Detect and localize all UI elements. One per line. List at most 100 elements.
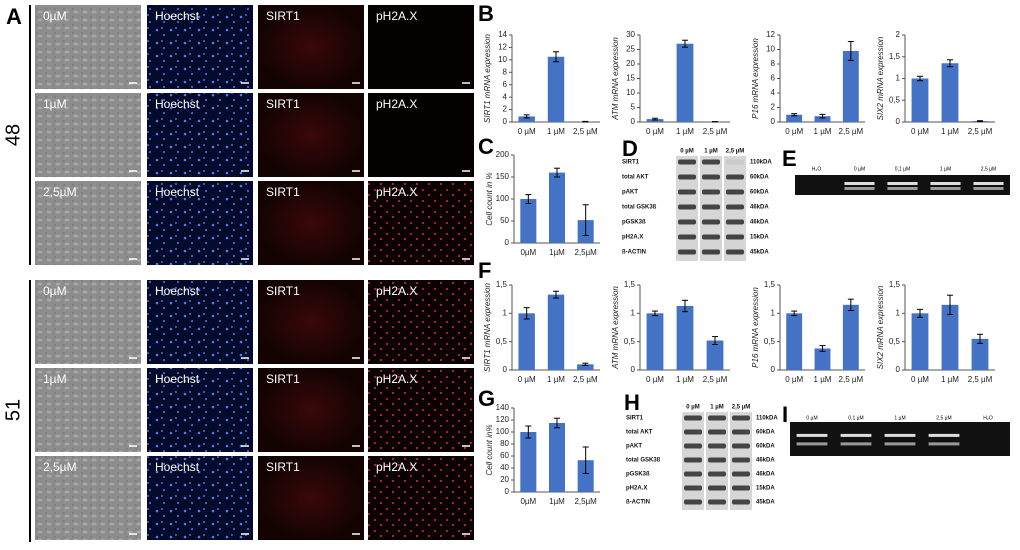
bar (843, 305, 859, 370)
blot-band (702, 250, 720, 255)
gel-band (973, 187, 1003, 190)
blot-size: 15kDA (750, 235, 769, 241)
blot-band (684, 500, 702, 505)
gel-band (929, 442, 960, 445)
blot-band (678, 220, 696, 225)
blot-band (678, 235, 696, 240)
lane-label: 0 µM (686, 405, 699, 411)
gel-band (929, 434, 960, 437)
x-tick-label: 2,5 µM (968, 375, 993, 384)
y-tick-label: 10 (498, 55, 507, 64)
panel-label: I (782, 402, 788, 427)
gel-band (844, 182, 874, 185)
bar (549, 423, 565, 492)
lane-label: 0 µM (680, 149, 693, 155)
gel-lane-label: 2,5 µM (981, 166, 996, 172)
y-tick-label: 0 (503, 365, 508, 374)
blot-band (702, 205, 720, 210)
x-tick-label: 2,5 µM (839, 127, 864, 136)
image-label: pH2A.X (376, 284, 417, 298)
y-axis-label: P16 mRNA expression (751, 287, 760, 368)
y-axis-label: ATM mRNA expression (611, 37, 620, 121)
image-label: SIRT1 (266, 97, 300, 111)
y-tick-label: 8 (503, 67, 508, 76)
blot-band (732, 486, 750, 491)
blot-size: 15kDA (756, 486, 775, 492)
gel-lane-label: 1 µM (940, 166, 951, 172)
x-tick-label: 2,5 µM (703, 127, 728, 136)
image-label: pH2A.X (376, 185, 417, 199)
y-tick-label: 40 (500, 463, 509, 472)
panel-label: D (622, 136, 638, 161)
y-tick-label: 1 (896, 308, 901, 317)
gel-lane-label: 0 µM (854, 166, 865, 172)
y-tick-label: 140 (496, 403, 510, 412)
blot-row-label: pH2A.X (626, 486, 647, 492)
panel-label: B (478, 1, 494, 26)
gel-band (887, 187, 917, 190)
y-tick-label: 1 (631, 308, 636, 317)
image-label: 1µM (43, 97, 67, 111)
blot-band (708, 472, 726, 477)
blot-row-label: total GSK3ß (622, 205, 657, 211)
image-label: SIRT1 (266, 372, 300, 386)
bar (549, 173, 565, 243)
y-tick-label: 30 (626, 30, 635, 39)
gel-lane-label: 0,1 µM (848, 415, 863, 421)
image-label: SIRT1 (266, 284, 300, 298)
blot-band (702, 235, 720, 240)
gel (790, 422, 1010, 456)
y-tick-label: 5 (631, 103, 636, 112)
blot-band (702, 175, 720, 180)
blot-size: 60kDA (750, 190, 769, 196)
y-axis-label: ATM mRNA expression (611, 286, 620, 370)
blot-band (684, 472, 702, 477)
lane-label: 2,5 µM (726, 149, 744, 155)
blot-band (678, 205, 696, 210)
y-tick-label: 4 (771, 88, 776, 97)
y-tick-label: 12 (766, 30, 775, 39)
blot-band (708, 458, 726, 463)
blot-band (708, 430, 726, 435)
image-label: 2,5µM (43, 185, 77, 199)
y-tick-label: 2 (503, 105, 508, 114)
y-tick-label: 0,5 (496, 337, 508, 346)
image-label: Hoechst (155, 185, 200, 199)
y-tick-label: 2 (771, 103, 776, 112)
y-tick-label: 15 (626, 74, 635, 83)
x-tick-label: 2,5µM (574, 248, 597, 257)
x-tick-label: 1 µM (547, 375, 565, 384)
blot-size: 110kDA (756, 416, 778, 422)
y-axis-label: P16 mRNA expression (751, 38, 760, 119)
blot-band (732, 458, 750, 463)
gel-lane-label: 2,5 µM (936, 415, 951, 421)
y-tick-label: 0 (771, 117, 776, 126)
blot-band (684, 416, 702, 421)
blot-band (678, 160, 696, 165)
gel-lane-label: H₂O (983, 415, 993, 421)
panel-label: H (624, 390, 640, 415)
y-tick-label: 0 (505, 238, 510, 247)
gel-lane-label: H₂O (812, 166, 822, 172)
y-tick-label: 6 (771, 74, 776, 83)
blot-band (684, 486, 702, 491)
blot-band (732, 444, 750, 449)
panel-label: G (478, 386, 495, 411)
y-tick-label: 0 (503, 117, 508, 126)
y-tick-label: 0 (631, 365, 636, 374)
x-tick-label: 0µM (520, 248, 536, 257)
blot-band (732, 500, 750, 505)
blot-row-label: pAKT (626, 444, 642, 450)
y-tick-label: 1 (771, 308, 776, 317)
gel-band (885, 434, 916, 437)
image-label: SIRT1 (266, 460, 300, 474)
y-tick-label: 150 (496, 172, 510, 181)
x-tick-label: 1µM (549, 248, 565, 257)
blot-row-label: pGSK3ß (626, 472, 650, 478)
bar (548, 57, 564, 122)
blot-band (678, 190, 696, 195)
y-tick-label: 20 (500, 475, 509, 484)
blot-size: 46kDA (750, 220, 769, 226)
blot-band (702, 160, 720, 165)
